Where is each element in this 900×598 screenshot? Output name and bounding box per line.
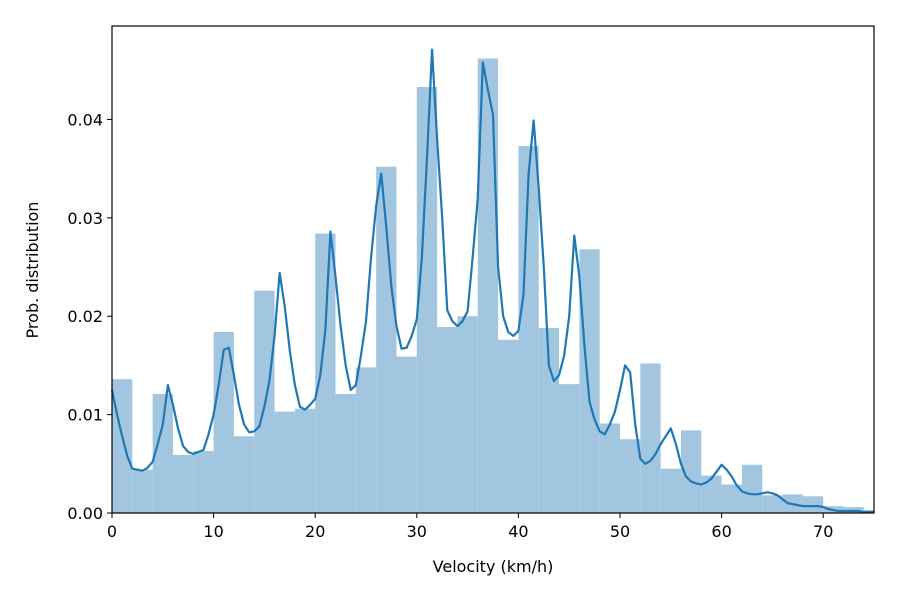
histogram-bar [437, 327, 458, 513]
histogram-bar [741, 464, 763, 513]
histogram-bar [233, 436, 255, 513]
histogram-bar [294, 408, 316, 513]
y-tick-label: 0.00 [67, 504, 103, 523]
histogram-bar [640, 363, 661, 513]
histogram-bar [315, 233, 336, 513]
histogram-bar [376, 166, 397, 513]
histogram-bars [112, 58, 874, 514]
y-tick-label: 0.04 [67, 110, 103, 129]
histogram-bar [620, 439, 641, 513]
histogram-bar [802, 496, 824, 513]
y-axis-label: Prob. distribution [23, 202, 42, 339]
histogram-bar [721, 484, 742, 513]
histogram-bar [193, 451, 214, 513]
y-tick-label: 0.01 [67, 406, 103, 425]
x-tick-label: 10 [203, 522, 223, 541]
y-axis-ticks: 0.00 0.01 0.02 0.03 0.04 [67, 110, 112, 523]
y-tick-label: 0.02 [67, 307, 103, 326]
histogram-bar [396, 356, 417, 513]
histogram-bar [599, 423, 620, 513]
y-tick-label: 0.03 [67, 209, 103, 228]
histogram-bar [498, 339, 519, 513]
histogram-bar [335, 393, 356, 513]
histogram-bar [538, 328, 560, 513]
histogram-bar [701, 475, 722, 513]
kde-curve-group [110, 48, 874, 514]
histogram-bar [152, 393, 173, 513]
x-tick-label: 20 [305, 522, 325, 541]
histogram-bar [457, 316, 478, 513]
histogram-bar [416, 86, 438, 513]
histogram-bar [112, 379, 133, 513]
histogram-bar [579, 249, 600, 514]
histogram-bar [172, 454, 194, 513]
histogram-bar [762, 495, 783, 513]
histogram-bar [518, 146, 539, 513]
histogram-bar [660, 468, 681, 513]
x-tick-label: 50 [610, 522, 630, 541]
histogram-bar [477, 58, 499, 513]
x-tick-label: 70 [813, 522, 833, 541]
histogram-bar [213, 331, 234, 513]
x-tick-label: 0 [107, 522, 117, 541]
histogram-bar [274, 411, 295, 513]
plot-frame [111, 25, 875, 514]
histogram-bar [680, 430, 702, 513]
x-tick-label: 30 [407, 522, 427, 541]
histogram-bar [132, 469, 153, 513]
x-axis-label: Velocity (km/h) [433, 557, 554, 576]
x-tick-label: 40 [508, 522, 528, 541]
x-axis-ticks: 0 10 20 30 40 50 60 70 [107, 513, 833, 541]
x-tick-label: 60 [711, 522, 731, 541]
histogram-bar [559, 384, 580, 513]
histogram-bar [355, 367, 377, 513]
kde-curve [110, 48, 874, 514]
